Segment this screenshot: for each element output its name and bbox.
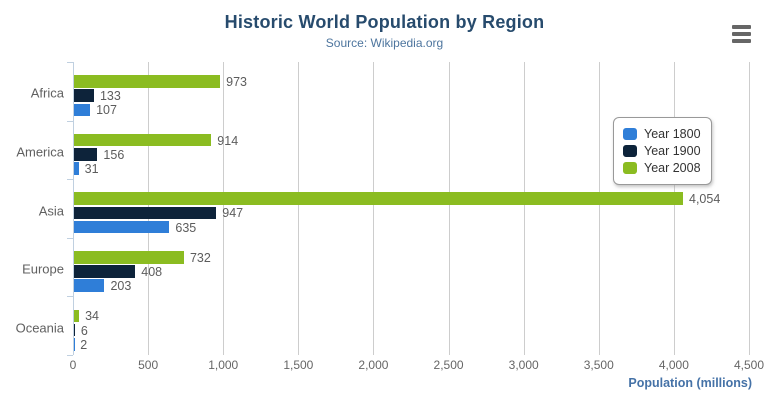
category-axis-tick: [67, 237, 73, 239]
data-label: 156: [103, 147, 125, 162]
gridline: [523, 62, 525, 355]
x-axis-tick-label: 500: [138, 358, 159, 372]
bar-oceania-year-2008[interactable]: [74, 309, 80, 323]
gridline: [598, 62, 600, 355]
bar-oceania-year-1900[interactable]: [74, 323, 75, 337]
data-label: 34: [85, 309, 99, 324]
legend-item-year-1900[interactable]: Year 1900: [623, 144, 701, 158]
data-label: 635: [175, 220, 197, 235]
bar-america-year-1800[interactable]: [74, 162, 79, 175]
bar-africa-year-1900[interactable]: [74, 89, 94, 102]
legend-item-year-2008[interactable]: Year 2008: [623, 161, 701, 175]
data-label: 133: [99, 89, 121, 104]
bar-africa-year-2008[interactable]: [74, 75, 221, 88]
data-label: 732: [189, 250, 211, 265]
x-axis-tick-label: 1,500: [283, 358, 314, 372]
data-label: 31: [84, 161, 99, 176]
x-axis-tick-label: 1,000: [208, 358, 239, 372]
category-label-america: America: [16, 144, 64, 160]
data-label: 6: [80, 323, 88, 338]
category-axis-tick: [67, 62, 73, 63]
data-label: 4,054: [689, 192, 721, 207]
gridline: [749, 62, 750, 355]
bar-europe-year-1800[interactable]: [74, 279, 105, 292]
bar-america-year-2008[interactable]: [74, 133, 212, 147]
legend-label: Year 2008: [644, 161, 701, 175]
x-axis-tick-label: 2,500: [433, 358, 464, 372]
data-label: 947: [222, 206, 244, 221]
x-axis-tick-label: 3,000: [508, 358, 539, 372]
hamburger-bar: [732, 25, 751, 29]
bar-america-year-1900[interactable]: [74, 148, 98, 161]
hamburger-bar: [732, 32, 751, 36]
category-label-asia: Asia: [38, 203, 64, 218]
legend-swatch-icon: [623, 145, 637, 157]
category-label-oceania: Oceania: [15, 320, 64, 336]
gridline: [673, 62, 675, 355]
category-axis-tick: [67, 296, 73, 298]
bar-asia-year-1900[interactable]: [74, 206, 217, 220]
chart-title: Historic World Population by Region: [224, 12, 545, 32]
legend: Year 1800 Year 1900 Year 2008: [613, 117, 712, 185]
x-axis-tick-label: 0: [69, 358, 77, 372]
legend-swatch-icon: [623, 162, 637, 174]
legend-swatch-icon: [623, 128, 637, 140]
data-label: 914: [217, 133, 239, 148]
legend-label: Year 1800: [644, 127, 701, 141]
x-axis-tick-label: 3,500: [583, 358, 614, 372]
bar-europe-year-1900[interactable]: [74, 265, 136, 278]
legend-label: Year 1900: [644, 144, 701, 158]
hamburger-icon[interactable]: [727, 20, 756, 48]
plot-area: 973 133 107 914 156 31 4,054 947 635 732 408 203 34 6…: [73, 62, 750, 355]
bar-asia-year-1800[interactable]: [74, 220, 170, 234]
data-label: 408: [141, 264, 163, 279]
data-label: 107: [96, 103, 117, 118]
chart-subtitle: Source: Wikipedia.org: [325, 36, 444, 50]
hamburger-bar: [732, 39, 751, 43]
bar-europe-year-2008[interactable]: [74, 251, 184, 264]
category-axis-tick: [67, 120, 73, 122]
data-label: 203: [110, 279, 132, 294]
x-axis-tick-label: 4,500: [733, 358, 765, 372]
gridline: [223, 62, 225, 355]
gridline: [298, 62, 300, 355]
data-label: 2: [80, 337, 88, 352]
bar-africa-year-1800[interactable]: [74, 103, 91, 117]
data-label: 973: [226, 74, 248, 89]
category-axis-tick: [67, 179, 73, 181]
x-axis-title: Population (millions): [628, 376, 752, 390]
x-axis-tick-label: 4,000: [658, 358, 689, 372]
legend-item-year-1800[interactable]: Year 1800: [623, 127, 701, 141]
gridline: [448, 62, 450, 355]
gridline: [373, 62, 375, 355]
bar-asia-year-2008[interactable]: [74, 192, 683, 205]
x-axis-tick-label: 2,000: [358, 358, 389, 372]
category-label-europe: Europe: [22, 261, 64, 277]
category-label-africa: Africa: [30, 85, 64, 101]
category-axis-tick: [67, 355, 73, 356]
